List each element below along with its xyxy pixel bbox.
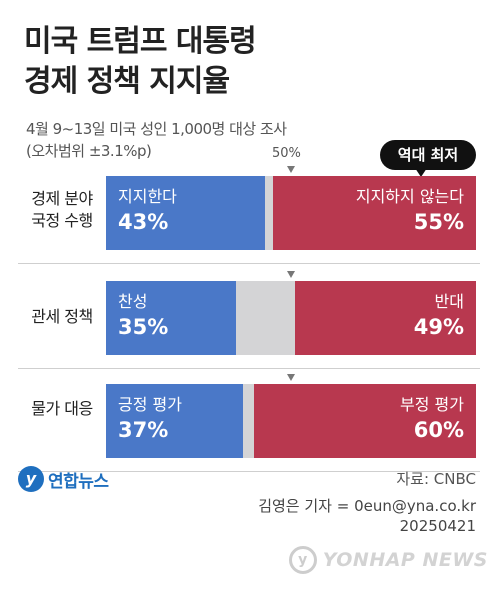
negative-label-group: 부정 평가 60% [400,394,464,444]
badge-pointer-icon [415,168,427,177]
positive-label-group: 지지한다 43% [118,186,177,236]
bar-segment-negative [294,281,476,355]
yonhap-logo: y 연합뉴스 [18,464,109,494]
chart-title: 미국 트럼프 대통령 경제 정책 지지율 [24,22,257,102]
negative-label: 부정 평가 [400,395,464,414]
logo-text: 연합뉴스 [48,471,109,492]
fifty-percent-marker-icon [287,166,295,173]
yonhap-watermark-icon: y [288,546,317,574]
bar-segment-negative [272,176,476,250]
bar-row: 찬성 35% 반대 49% [106,281,476,355]
fifty-percent-marker-icon [287,271,295,278]
positive-label: 긍정 평가 [118,395,182,414]
watermark-text: YONHAP NEWS [322,549,488,571]
chart-subtitle: 4월 9~13일 미국 성인 1,000명 대상 조사 (오차범위 ±3.1%p… [26,118,287,162]
bar-row: 지지한다 43% 지지하지 않는다 55% [106,176,476,250]
yonhap-logo-icon: y [18,466,44,492]
negative-label: 반대 [434,292,464,311]
row-label-line: 경제 분야 [31,189,93,208]
negative-label: 지지하지 않는다 [355,187,464,206]
positive-value-label: 35% [118,315,169,339]
positive-label-group: 긍정 평가 37% [118,394,182,444]
source-note: 자료: CNBC [396,470,476,488]
row-label: 물가 대응 [18,398,106,420]
row-label: 관세 정책 [18,306,106,328]
record-low-badge: 역대 최저 [380,140,476,170]
positive-label: 지지한다 [118,187,177,206]
negative-label-group: 지지하지 않는다 55% [356,186,464,236]
bar-row: 긍정 평가 37% 부정 평가 60% [106,384,476,458]
positive-label: 찬성 [118,292,148,311]
row-divider [18,263,480,264]
credit-line-2: 20250421 [399,517,476,535]
title-line-1: 미국 트럼프 대통령 [24,24,257,59]
credit: 김영은 기자 = 0eun@yna.co.kr 20250421 [258,496,476,536]
negative-label-group: 반대 49% [414,291,464,341]
watermark: y YONHAP NEWS [288,546,488,574]
bar-segment-positive [106,384,243,458]
bar-segment-positive [106,281,236,355]
subtitle-line-2: (오차범위 ±3.1%p) [26,142,152,160]
negative-value-label: 49% [413,315,464,339]
negative-value-label: 60% [413,418,464,442]
subtitle-line-1: 4월 9~13일 미국 성인 1,000명 대상 조사 [26,120,287,138]
row-divider [18,471,480,472]
credit-line-1: 김영은 기자 = 0eun@yna.co.kr [258,497,476,515]
bar-segment-positive [106,176,266,250]
row-label-line: 물가 대응 [31,399,93,418]
positive-value-label: 43% [118,210,169,234]
negative-value-label: 55% [413,210,464,234]
positive-label-group: 찬성 35% [118,291,168,341]
row-divider [18,368,480,369]
row-label-line: 관세 정책 [31,307,93,326]
bar-segment-negative [254,384,476,458]
positive-value-label: 37% [118,418,169,442]
fifty-percent-marker-icon [287,374,295,381]
title-line-2: 경제 정책 지지율 [24,64,230,99]
row-label-line: 국정 수행 [31,211,93,230]
reference-50-label: 50% [272,146,301,161]
